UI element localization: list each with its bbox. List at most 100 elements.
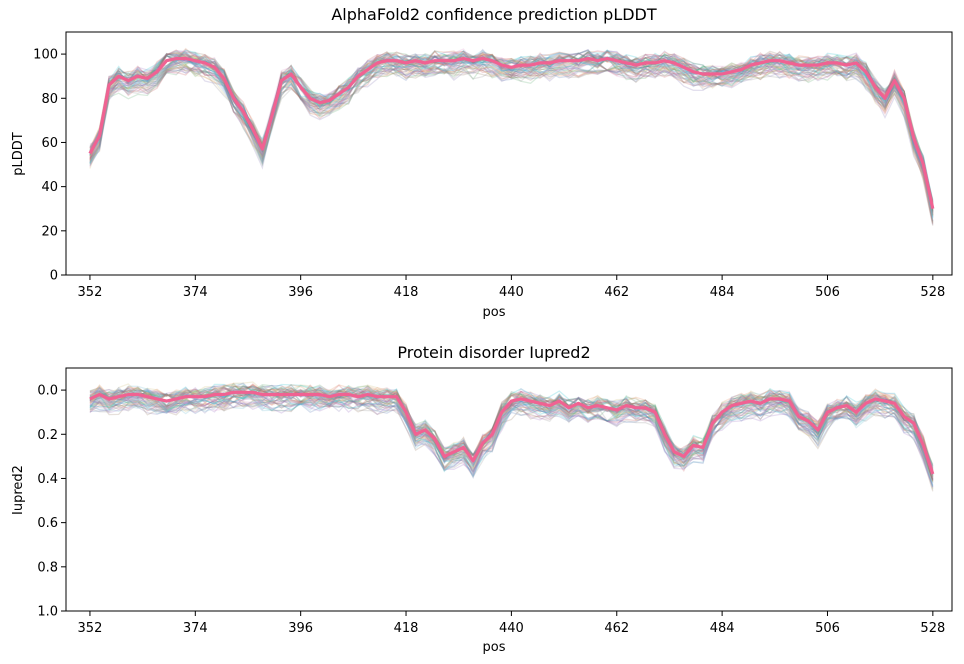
y-tick-label: 1.0	[37, 605, 58, 620]
ensemble-line	[89, 399, 934, 490]
ensemble-line	[89, 49, 934, 206]
x-tick-label: 374	[183, 285, 208, 300]
x-tick-label: 462	[604, 621, 629, 636]
x-tick-label: 352	[78, 285, 103, 300]
y-tick-label: 40	[41, 180, 58, 195]
x-tick-label: 484	[710, 285, 735, 300]
chart-plddt-title: AlphaFold2 confidence prediction pLDDT	[331, 5, 657, 24]
ensemble-line	[89, 386, 934, 469]
ensemble-line	[89, 63, 934, 226]
chart-iupred: Protein disorder Iupred2 Iupred2 pos 352…	[11, 343, 953, 655]
x-tick-label: 440	[499, 621, 524, 636]
ensemble-line	[89, 51, 934, 205]
highlight-series-line	[88, 56, 935, 210]
chart-iupred-ticks: 352 374 396 418 440 462 484 506 528 0.0 0.2 0.4 0.6 0…	[37, 384, 945, 636]
chart-iupred-frame	[65, 367, 953, 612]
ensemble-line	[89, 66, 934, 216]
x-tick-label: 418	[394, 621, 419, 636]
ensemble-line	[89, 51, 934, 209]
x-tick-label: 440	[499, 285, 524, 300]
ensemble-line	[89, 58, 934, 214]
ensemble-line	[89, 394, 934, 482]
x-tick-label: 528	[920, 621, 945, 636]
ensemble-line	[89, 391, 934, 480]
ensemble-line	[89, 394, 934, 489]
ensemble-line	[89, 63, 934, 224]
chart-plddt-series	[88, 47, 935, 226]
chart-plddt-ylabel: pLDDT	[11, 132, 26, 176]
ensemble-line	[89, 60, 934, 217]
ensemble-line	[89, 392, 934, 481]
ensemble-line	[89, 64, 934, 225]
ensemble-line	[89, 64, 934, 223]
ensemble-line	[89, 387, 934, 481]
ensemble-line	[89, 400, 934, 488]
ensemble-line	[89, 49, 934, 204]
chart-plddt-xlabel: pos	[483, 305, 506, 320]
ensemble-line	[89, 389, 934, 477]
highlight-series-line	[89, 390, 935, 475]
ensemble-line	[89, 63, 934, 222]
x-tick-label: 396	[288, 621, 313, 636]
chart-plddt-frame	[65, 31, 953, 276]
ensemble-line	[89, 49, 934, 212]
chart-iupred-series	[89, 381, 935, 492]
y-tick-label: 20	[41, 224, 58, 239]
y-tick-label: 0.8	[37, 560, 58, 575]
ensemble-line	[89, 400, 934, 492]
ensemble-line	[89, 396, 934, 487]
ensemble-line	[89, 397, 934, 488]
x-tick-label: 462	[604, 285, 629, 300]
y-tick-label: 0	[50, 269, 58, 284]
ensemble-line	[89, 48, 934, 201]
ensemble-line	[89, 386, 934, 479]
x-tick-label: 528	[920, 285, 945, 300]
ensemble-line	[89, 381, 934, 472]
ensemble-line	[89, 57, 934, 219]
chart-iupred-ylabel: Iupred2	[11, 465, 26, 515]
ensemble-line	[89, 56, 934, 215]
ensemble-line	[89, 63, 934, 215]
ensemble-line	[89, 63, 934, 213]
chart-iupred-title: Protein disorder Iupred2	[397, 343, 590, 362]
ensemble-line	[89, 55, 934, 206]
ensemble-line	[89, 382, 934, 467]
ensemble-line	[89, 382, 934, 466]
ensemble-line	[89, 395, 934, 479]
x-tick-label: 374	[183, 621, 208, 636]
ensemble-line	[89, 59, 934, 218]
chart-plddt: AlphaFold2 confidence prediction pLDDT p…	[11, 5, 953, 320]
ensemble-line	[89, 64, 934, 217]
ensemble-line	[89, 389, 934, 478]
ensemble-line	[89, 391, 934, 475]
x-tick-label: 506	[815, 621, 840, 636]
y-tick-label: 80	[41, 92, 58, 107]
ensemble-line	[89, 396, 934, 480]
ensemble-line	[89, 60, 934, 222]
x-tick-label: 396	[288, 285, 313, 300]
ensemble-line	[89, 65, 934, 225]
ensemble-line	[89, 398, 934, 481]
ensemble-line	[89, 61, 934, 216]
chart-plddt-ticks: 352 374 396 418 440 462 484 506 528 0 20 40 60 80 100	[33, 48, 945, 300]
ensemble-line	[89, 49, 934, 200]
ensemble-line	[89, 400, 934, 486]
ensemble-line	[89, 392, 934, 480]
x-tick-label: 484	[710, 621, 735, 636]
ensemble-line	[89, 398, 934, 489]
y-tick-label: 60	[41, 136, 58, 151]
ensemble-line	[89, 385, 934, 473]
y-tick-label: 0.0	[37, 384, 58, 399]
ensemble-line	[89, 383, 934, 468]
chart-iupred-xlabel: pos	[483, 640, 506, 655]
y-tick-label: 0.4	[37, 472, 58, 487]
y-tick-label: 100	[33, 48, 58, 63]
ensemble-line	[89, 394, 934, 478]
x-tick-label: 418	[394, 285, 419, 300]
ensemble-line	[89, 50, 934, 203]
x-tick-label: 506	[815, 285, 840, 300]
ensemble-line	[89, 394, 934, 481]
y-tick-label: 0.6	[37, 516, 58, 531]
x-tick-label: 352	[78, 621, 103, 636]
